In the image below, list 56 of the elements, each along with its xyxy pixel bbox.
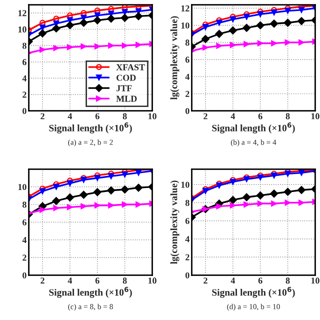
y-tick-label: 8 [22,202,26,208]
y-tick-label: 6 [185,218,190,224]
x-tick-label: 4 [230,278,235,284]
y-tick-label: 6 [22,59,26,66]
x-tick-label: 10 [148,113,156,120]
x-tick-label: 4 [230,113,235,120]
y-tick-label: 0 [22,272,26,278]
x-tick-label: 6 [95,113,100,120]
x-tick-label: 8 [122,278,127,284]
y-tick-label: 4 [185,236,190,242]
legend-label: MLD [116,96,137,102]
x-tick-label: 6 [258,113,262,120]
x-tick-label: 2 [204,278,208,284]
y-tick-label: 0 [22,108,26,114]
y-tick-label: 4 [22,237,27,243]
x-tick-label: 4 [68,113,72,120]
legend-label: XFAST [116,64,145,70]
y-tick-label: 2 [22,254,26,261]
x-tick-label: 8 [286,278,290,284]
x-tick-label: 2 [40,278,44,284]
y-tick-label: 2 [186,90,190,97]
y-tick-label: 10 [181,182,190,188]
x-tick-label: 8 [122,113,127,120]
x-tick-label: 6 [95,278,100,284]
x-axis-title: Signal length (×10$^{6}$) [49,286,132,298]
y-tick-label: 12 [181,5,190,12]
y-axis-title: lg(complexity value) [170,16,180,100]
x-tick-label: 2 [204,113,208,120]
x-tick-label: 10 [311,278,320,284]
y-tick-label: 2 [186,254,190,260]
x-axis-title: Signal length (×10$^{6}$) [212,286,295,298]
x-tick-label: 10 [148,278,156,284]
y-tick-label: 0 [186,272,190,278]
legend-label: JTF [116,85,132,92]
y-tick-label: 6 [185,56,190,63]
y-tick-label: 6 [22,219,26,226]
x-tick-label: 10 [311,113,320,120]
y-tick-label: 8 [22,42,26,49]
x-axis-title: Signal length (×10$^{6}$) [212,122,295,134]
x-tick-label: 2 [40,113,44,120]
y-tick-label: 4 [22,75,27,82]
y-tick-label: 8 [185,40,190,46]
x-tick-label: 6 [258,278,262,284]
y-tick-label: 2 [22,92,26,98]
y-tick-label: 4 [185,74,190,80]
y-tick-label: 10 [18,184,26,190]
x-tick-label: 8 [286,113,290,120]
x-tick-label: 4 [68,278,72,284]
y-tick-label: 12 [18,10,26,16]
y-tick-label: 0 [186,108,190,114]
x-axis-title: Signal length (×10$^{6}$) [49,122,132,134]
legend-label: COD [116,74,136,81]
y-tick-label: 10 [18,26,26,32]
y-tick-label: 8 [185,200,190,206]
y-axis-title: lg(complexity value) [170,180,180,264]
y-tick-label: 10 [181,22,190,29]
